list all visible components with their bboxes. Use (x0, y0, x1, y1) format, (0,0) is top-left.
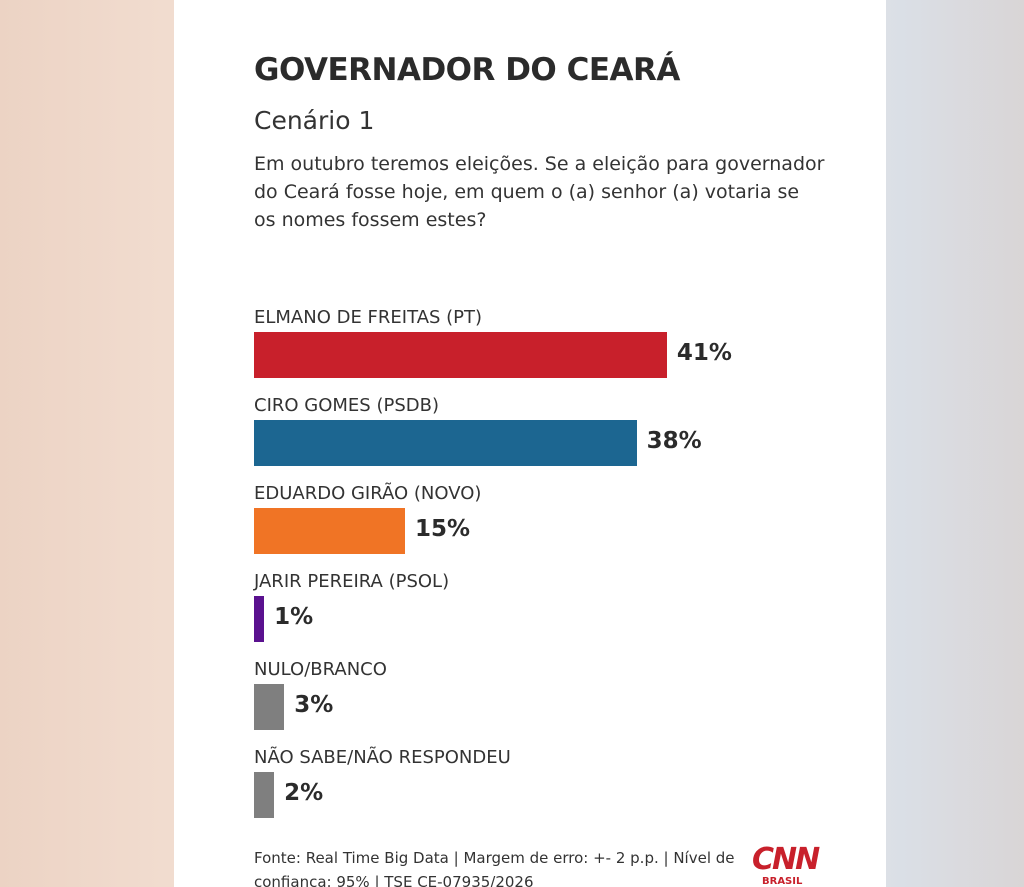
value-label: 2% (284, 780, 324, 806)
bar (254, 772, 275, 818)
value-label: 41% (676, 340, 732, 366)
category-label: JARIR PEREIRA (PSOL) (254, 571, 450, 592)
category-label: NÃO SABE/NÃO RESPONDEU (254, 747, 511, 768)
value-label: 3% (294, 692, 334, 718)
category-label: ELMANO DE FREITAS (PT) (254, 307, 483, 328)
bar (254, 684, 285, 730)
category-label: EDUARDO GIRÃO (NOVO) (254, 483, 482, 504)
logo-sub: BRASIL (762, 876, 803, 887)
bar (254, 332, 667, 378)
value-label: 38% (646, 428, 702, 454)
value-label: 15% (415, 516, 471, 542)
card: GOVERNADOR DO CEARÁ Cenário 1 Em outubro… (174, 0, 886, 887)
question: Em outubro teremos eleições. Se a eleiçã… (254, 153, 825, 231)
source: Fonte: Real Time Big Data | Margem de er… (254, 849, 735, 887)
chart-title: GOVERNADOR DO CEARÁ (254, 52, 680, 88)
category-label: CIRO GOMES (PSDB) (254, 395, 439, 416)
bar (254, 508, 406, 554)
chart-subtitle: Cenário 1 (254, 106, 375, 135)
category-label: NULO/BRANCO (254, 659, 387, 680)
logo: CNN (752, 842, 820, 877)
value-label: 1% (274, 604, 314, 630)
bar (254, 596, 265, 642)
bar (254, 420, 637, 466)
